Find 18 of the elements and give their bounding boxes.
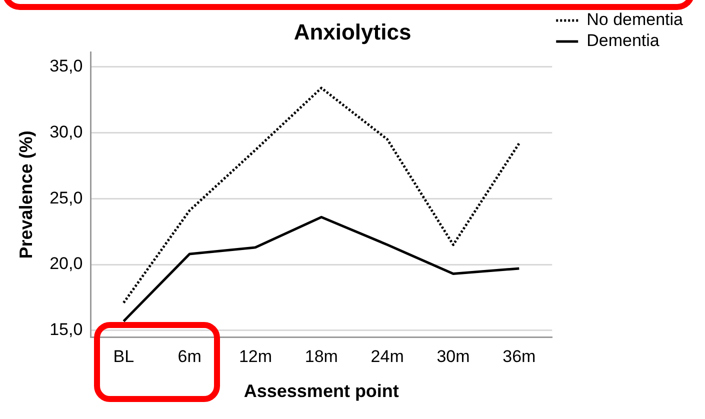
x-tick-label: 12m bbox=[238, 346, 272, 366]
x-tick-label: 36m bbox=[502, 346, 536, 366]
y-tick-label: 20,0 bbox=[50, 254, 83, 274]
legend-label: Dementia bbox=[586, 31, 660, 50]
x-axis-title: Assessment point bbox=[244, 381, 399, 402]
y-tick-label: 35,0 bbox=[50, 56, 83, 76]
legend-label: No dementia bbox=[586, 10, 684, 30]
chart-title: Anxiolytics bbox=[294, 19, 412, 44]
y-tick-label: 15,0 bbox=[50, 320, 83, 340]
x-tick-label: BL bbox=[113, 346, 134, 366]
y-tick-label: 30,0 bbox=[50, 122, 83, 142]
x-tick-label: 24m bbox=[370, 346, 404, 366]
y-axis-title: Prevalence (%) bbox=[16, 130, 36, 259]
x-tick-label: 30m bbox=[436, 346, 470, 366]
x-tick-label: 6m bbox=[178, 346, 202, 366]
y-tick-label: 25,0 bbox=[50, 188, 83, 208]
line-series bbox=[122, 86, 520, 304]
x-tick-label: 18m bbox=[304, 346, 338, 366]
